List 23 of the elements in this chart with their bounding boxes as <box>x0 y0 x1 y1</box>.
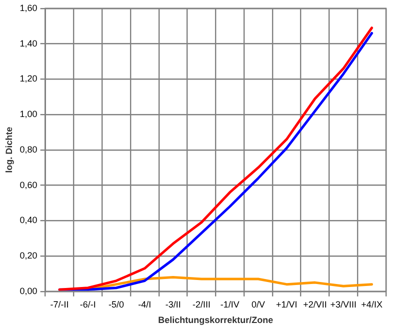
x-tick-label: -5/0 <box>108 299 124 310</box>
x-tick-label: -7/-II <box>50 299 69 310</box>
x-tick-label: -3/II <box>165 299 181 310</box>
y-tick-label: 1,20 <box>20 74 38 84</box>
y-tick-label: 0,80 <box>20 144 38 154</box>
x-tick-label: -2/III <box>192 299 210 310</box>
x-tick-label: -6/-I <box>80 299 96 310</box>
y-tick-label: 0,00 <box>20 286 38 296</box>
x-tick-label: +3/VIII <box>330 299 357 310</box>
y-tick-label: 0,40 <box>20 215 38 226</box>
x-tick-label: +2/VII <box>303 299 327 310</box>
y-axis-title: log. Dichte <box>4 126 14 173</box>
x-axis-title: Belichtungskorrektur/Zone <box>158 315 274 326</box>
y-tick-label: 1,00 <box>20 109 38 120</box>
y-tick-label: 0,60 <box>20 180 38 190</box>
y-tick-label: 0,20 <box>20 250 38 261</box>
x-tick-label: -1/IV <box>220 299 240 310</box>
y-tick-label: 1,60 <box>20 2 38 13</box>
x-tick-label: +1/VI <box>276 299 298 310</box>
x-tick-label: 0/V <box>251 299 265 310</box>
y-tick-label: 1,40 <box>20 38 38 48</box>
x-tick-label: +4/IX <box>361 299 382 310</box>
x-tick-label: -4/I <box>138 299 152 310</box>
